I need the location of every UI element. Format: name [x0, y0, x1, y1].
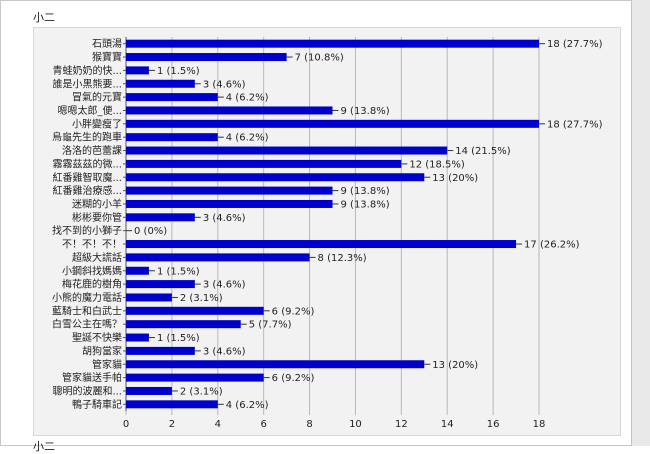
bar: [126, 400, 218, 409]
value-label: 7 (10.8%): [295, 53, 344, 64]
value-label: 14 (21.5%): [455, 146, 511, 157]
category-label: 梅花鹿的樹角: [62, 278, 122, 291]
bar: [126, 293, 172, 302]
value-label: 9 (13.8%): [341, 106, 390, 117]
category-label: 紅番雞智取魔...: [52, 171, 122, 184]
value-label: 8 (12.3%): [318, 253, 367, 264]
value-label: 3 (4.6%): [203, 79, 246, 90]
bar: [126, 386, 172, 395]
value-label: 1 (1.5%): [157, 266, 200, 277]
bar: [126, 360, 425, 369]
next-section-title: 小二: [33, 440, 55, 453]
page-title: 小二: [33, 11, 55, 24]
category-label: 青蛙奶奶的快...: [52, 64, 122, 77]
bar: [126, 280, 195, 289]
bar: [126, 53, 287, 62]
bar: [126, 320, 241, 329]
bar: [126, 306, 264, 315]
value-label: 3 (4.6%): [203, 213, 246, 224]
category-label: 小鋼斜找媽媽: [62, 264, 122, 277]
category-label: 誰是小黑熊要...: [52, 77, 122, 90]
category-label: 管家貓送手帕: [62, 371, 122, 384]
value-label: 3 (4.6%): [203, 346, 246, 357]
value-label: 17 (26.2%): [524, 240, 580, 251]
category-label: 嗯嗯太郎_便...: [57, 104, 122, 117]
x-tick-label: 14: [441, 419, 454, 430]
bar: [126, 173, 425, 182]
category-label: 彬彬要你管: [72, 211, 122, 224]
bar: [126, 146, 448, 155]
category-label: 不！不！不！: [62, 240, 122, 251]
value-label: 4 (6.2%): [226, 133, 269, 144]
bar: [126, 346, 195, 355]
x-tick-label: 0: [123, 419, 129, 430]
category-label: 烏龜先生的跑車: [52, 131, 122, 144]
value-label: 1 (1.5%): [157, 66, 200, 77]
value-label: 4 (6.2%): [226, 400, 269, 411]
x-tick-label: 4: [215, 419, 221, 430]
bar: [126, 253, 310, 262]
bar: [126, 106, 333, 115]
category-label: 猴寶寶: [92, 51, 122, 64]
bar: [126, 133, 218, 142]
value-label: 18 (27.7%): [547, 119, 603, 130]
value-label: 6 (9.2%): [272, 306, 315, 317]
bar: [126, 119, 539, 128]
category-label: 冒氣的元寶: [72, 91, 122, 104]
bar: [126, 199, 333, 208]
x-tick-label: 16: [487, 419, 500, 430]
category-label: 紅番雞治療感...: [52, 184, 122, 197]
bar: [126, 93, 218, 102]
value-label: 2 (3.1%): [180, 293, 223, 304]
bar: [126, 240, 517, 249]
bar: [126, 213, 195, 222]
category-label: 洛洛的芭蕾課: [62, 144, 122, 157]
window-scrollbar[interactable]: [631, 0, 650, 446]
category-label: 迷糊的小羊: [72, 197, 122, 210]
category-label: 胡狗當家: [82, 344, 122, 357]
x-tick-label: 10: [349, 419, 362, 430]
bar: [126, 373, 264, 382]
bar: [126, 79, 195, 88]
value-label: 18 (27.7%): [547, 39, 603, 50]
value-label: 6 (9.2%): [272, 373, 315, 384]
category-label: 鴨子騎車記: [72, 398, 122, 411]
category-label: 石頭湯: [92, 37, 122, 50]
value-label: 4 (6.2%): [226, 93, 269, 104]
bar: [126, 266, 149, 275]
category-label: 找不到的小獅子: [52, 224, 122, 237]
value-label: 1 (1.5%): [157, 333, 200, 344]
value-label: 0 (0%): [134, 226, 167, 237]
bar: [126, 159, 402, 168]
bar: [126, 39, 539, 48]
bar: [126, 186, 333, 195]
category-label: 超級大謊話: [72, 251, 122, 264]
x-tick-label: 12: [395, 419, 408, 430]
category-label: 白雪公主在嗎？: [52, 318, 122, 331]
category-label: 小胖變瘦了: [72, 117, 122, 130]
value-label: 5 (7.7%): [249, 320, 292, 331]
category-label: 管家貓: [92, 358, 122, 371]
category-label: 聰明的波麗和...: [52, 384, 122, 397]
bar: [126, 66, 149, 75]
category-label: 藍騎士和白武士: [52, 304, 122, 317]
value-label: 9 (13.8%): [341, 199, 390, 210]
x-tick-label: 18: [533, 419, 546, 430]
value-label: 2 (3.1%): [180, 386, 223, 397]
bar: [126, 333, 149, 342]
value-label: 3 (4.6%): [203, 280, 246, 291]
value-label: 13 (20%): [432, 173, 478, 184]
x-tick-label: 2: [169, 419, 175, 430]
x-tick-label: 6: [260, 419, 266, 430]
value-label: 12 (18.5%): [409, 159, 465, 170]
category-label: 霧霧茲茲的微...: [52, 157, 122, 170]
category-label: 聖誕不快樂: [72, 331, 122, 344]
category-label: 小熊的魔力電話: [52, 291, 122, 304]
x-tick-label: 8: [306, 419, 312, 430]
value-label: 13 (20%): [432, 360, 478, 371]
value-label: 9 (13.8%): [341, 186, 390, 197]
